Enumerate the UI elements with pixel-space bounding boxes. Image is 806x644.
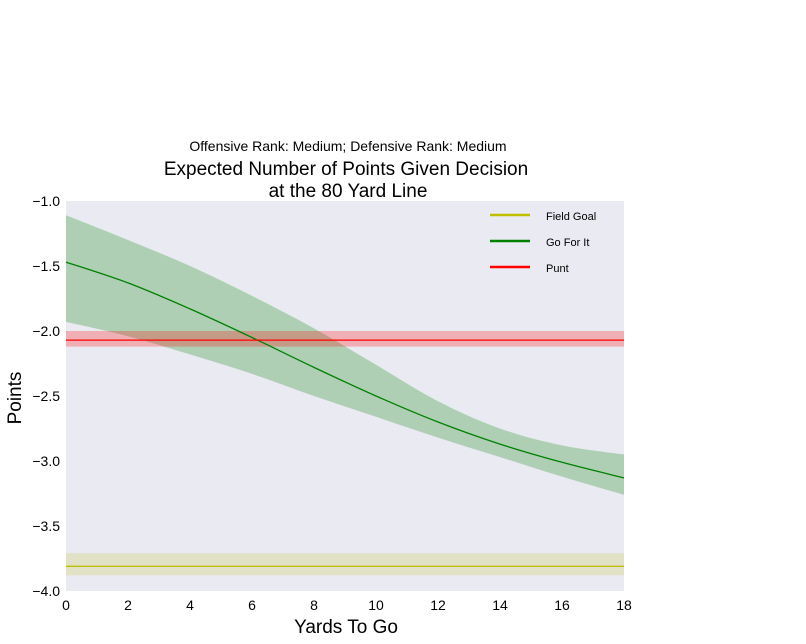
chart-suptitle: Offensive Rank: Medium; Defensive Rank: … bbox=[189, 138, 506, 154]
confidence-bands bbox=[66, 215, 624, 576]
x-axis-ticks: 0 2 4 6 8 10 12 14 16 18 bbox=[62, 597, 632, 613]
y-axis-label: Points bbox=[5, 372, 26, 425]
band-punt bbox=[66, 331, 624, 347]
x-tick-label: 8 bbox=[310, 597, 318, 613]
y-tick-label: −3.5 bbox=[32, 518, 60, 534]
series-lines bbox=[65, 261, 625, 567]
band-go-for-it bbox=[66, 215, 624, 495]
x-tick-label: 16 bbox=[554, 597, 570, 613]
x-tick-label: 0 bbox=[62, 597, 70, 613]
x-axis-label: Yards To Go bbox=[294, 617, 398, 638]
x-tick-label: 2 bbox=[124, 597, 132, 613]
legend-label-go-for-it: Go For It bbox=[546, 237, 589, 249]
y-tick-label: −2.5 bbox=[32, 388, 60, 404]
y-tick-label: −4.0 bbox=[32, 583, 60, 599]
x-tick-label: 6 bbox=[248, 597, 256, 613]
chart-title-line-2: at the 80 Yard Line bbox=[269, 181, 428, 202]
plot-area bbox=[66, 201, 624, 591]
x-tick-label: 12 bbox=[430, 597, 446, 613]
y-tick-label: −1.5 bbox=[32, 258, 60, 274]
y-axis-ticks: −1.0 −1.5 −2.0 −2.5 −3.0 −3.5 −4.0 bbox=[32, 193, 60, 599]
chart-title-line-1: Expected Number of Points Given Decision bbox=[164, 159, 528, 180]
y-tick-label: −1.0 bbox=[32, 193, 60, 209]
legend: Field Goal Go For It Punt bbox=[490, 211, 596, 275]
x-tick-label: 10 bbox=[368, 597, 384, 613]
x-tick-label: 18 bbox=[616, 597, 632, 613]
band-field-goal bbox=[66, 553, 624, 576]
x-tick-label: 14 bbox=[492, 597, 508, 613]
legend-label-punt: Punt bbox=[546, 263, 569, 275]
x-tick-label: 4 bbox=[186, 597, 194, 613]
legend-label-field-goal: Field Goal bbox=[546, 211, 596, 223]
y-tick-label: −3.0 bbox=[32, 453, 60, 469]
y-tick-label: −2.0 bbox=[32, 323, 60, 339]
line-go-for-it bbox=[65, 261, 625, 479]
